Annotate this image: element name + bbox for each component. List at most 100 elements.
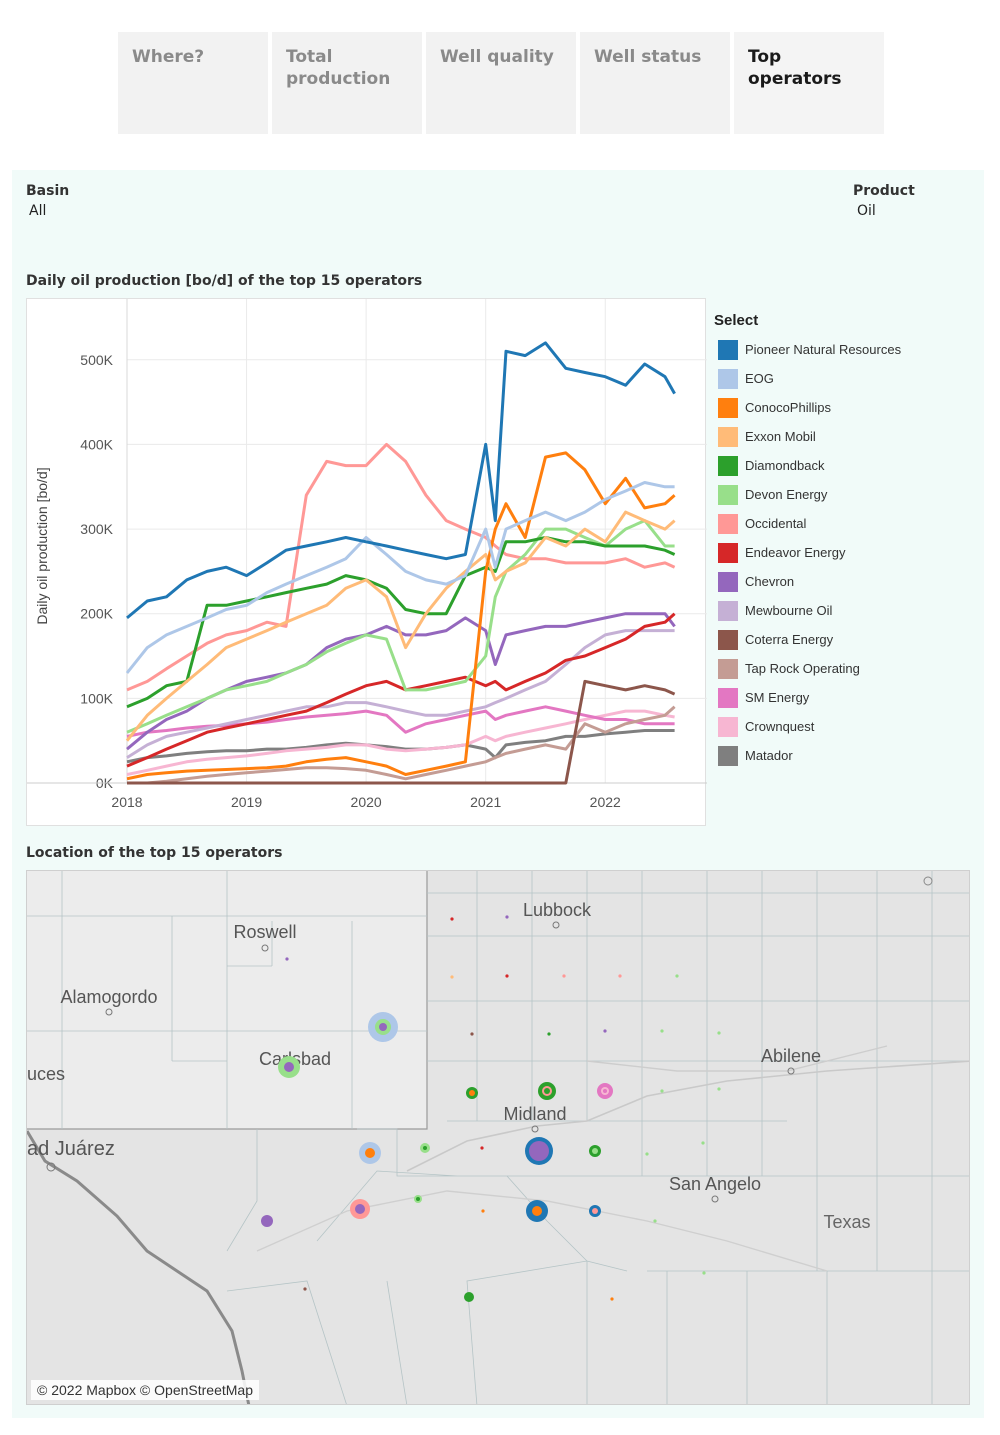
operator-bubble[interactable]: [597, 1083, 613, 1099]
legend-item[interactable]: Chevron: [714, 567, 984, 596]
legend-item[interactable]: SM Energy: [714, 683, 984, 712]
line-chart[interactable]: 0K 100K 200K 300K 400K 500K 2018 2019 2020 2021 20…: [26, 298, 707, 826]
legend-label: Chevron: [745, 574, 795, 589]
legend-item[interactable]: Crownquest: [714, 712, 984, 741]
legend-swatch: [718, 745, 738, 766]
map-label-juarez: ad Juárez: [27, 1138, 115, 1160]
operator-bubble[interactable]: [480, 1146, 484, 1150]
x-tick-label: 2018: [111, 794, 142, 810]
map-label-abilene: Abilene: [761, 1046, 821, 1066]
legend-item[interactable]: EOG: [714, 364, 984, 393]
operator-bubble[interactable]: [675, 974, 679, 978]
legend-swatch: [718, 484, 738, 505]
operator-bubble[interactable]: [547, 1032, 551, 1036]
legend-label: Occidental: [745, 516, 807, 531]
operator-bubble[interactable]: [359, 1142, 381, 1164]
series-line: [126, 341, 676, 620]
operator-bubble[interactable]: [660, 1029, 664, 1033]
legend-swatch: [718, 629, 738, 650]
operator-bubble[interactable]: [466, 1087, 478, 1099]
map-attribution: © 2022 Mapbox © OpenStreetMap: [31, 1380, 259, 1400]
series-line: [126, 536, 676, 709]
operator-bubble[interactable]: [450, 917, 454, 921]
operator-bubble[interactable]: [701, 1141, 705, 1145]
legend-item[interactable]: Exxon Mobil: [714, 422, 984, 451]
tab-total-production[interactable]: Total production: [272, 32, 422, 134]
operator-bubble[interactable]: [505, 915, 509, 919]
map-label-roswell: Roswell: [233, 922, 296, 942]
operator-bubble[interactable]: [303, 1287, 307, 1291]
legend-item[interactable]: Coterra Energy: [714, 625, 984, 654]
tab-where[interactable]: Where?: [118, 32, 268, 134]
operator-bubble[interactable]: [261, 1215, 273, 1227]
legend: Select Pioneer Natural Resources EOG Conoc…: [714, 312, 984, 770]
map-label-las-cruces: uces: [27, 1064, 65, 1084]
legend-swatch: [718, 397, 738, 418]
operator-bubble[interactable]: [450, 975, 454, 979]
operator-bubble[interactable]: [717, 1031, 721, 1035]
operator-bubble[interactable]: [350, 1199, 370, 1219]
operator-bubble[interactable]: [538, 1082, 556, 1100]
operator-bubble[interactable]: [420, 1143, 430, 1153]
legend-item[interactable]: ConocoPhillips: [714, 393, 984, 422]
legend-item[interactable]: Diamondback: [714, 451, 984, 480]
city-marker: [261, 944, 269, 952]
legend-swatch: [718, 426, 738, 447]
series-line: [126, 629, 675, 759]
series-line: [127, 679, 676, 785]
highway: [586, 1045, 888, 1072]
operator-bubble[interactable]: [645, 1152, 649, 1156]
operator-bubble[interactable]: [525, 1137, 553, 1165]
legend-item[interactable]: Devon Energy: [714, 480, 984, 509]
legend-label: EOG: [745, 371, 774, 386]
operator-bubble[interactable]: [464, 1292, 474, 1302]
city-marker: [46, 1162, 56, 1172]
product-filter-value[interactable]: Oil: [857, 203, 876, 219]
rio-grande: [27, 1130, 251, 1404]
legend-item[interactable]: Endeavor Energy: [714, 538, 984, 567]
operator-bubble[interactable]: [285, 957, 289, 961]
legend-item[interactable]: Matador: [714, 741, 984, 770]
tab-bar: Where? Total production Well quality Wel…: [118, 32, 884, 134]
operator-bubble[interactable]: [278, 1056, 300, 1078]
legend-item[interactable]: Pioneer Natural Resources: [714, 335, 984, 364]
operator-bubble[interactable]: [589, 1205, 601, 1217]
tab-well-quality[interactable]: Well quality: [426, 32, 576, 134]
operator-bubble[interactable]: [589, 1145, 601, 1157]
legend-swatch: [718, 368, 738, 389]
legend-item[interactable]: Mewbourne Oil: [714, 596, 984, 625]
legend-label: Endeavor Energy: [745, 545, 846, 560]
operator-bubble[interactable]: [618, 974, 622, 978]
legend-label: Devon Energy: [745, 487, 828, 502]
map-label-midland: Midland: [503, 1104, 566, 1124]
operator-bubble[interactable]: [505, 974, 509, 978]
legend-item[interactable]: Occidental: [714, 509, 984, 538]
operator-bubble[interactable]: [470, 1032, 474, 1036]
operator-bubble[interactable]: [481, 1209, 485, 1213]
map-svg: Lubbock Roswell Alamogordo Carlsbad Abil…: [27, 871, 969, 1404]
legend-item[interactable]: Tap Rock Operating: [714, 654, 984, 683]
operator-bubble[interactable]: [660, 1089, 664, 1093]
series-line: [126, 442, 676, 692]
tab-top-operators[interactable]: Top operators: [734, 32, 884, 134]
operator-bubble[interactable]: [603, 1029, 607, 1033]
y-axis-label: Daily oil production [bo/d]: [34, 467, 50, 624]
operator-bubble[interactable]: [368, 1012, 398, 1042]
tab-well-status[interactable]: Well status: [580, 32, 730, 134]
series-line: [125, 510, 676, 742]
operator-bubble[interactable]: [717, 1087, 721, 1091]
operator-bubble[interactable]: [414, 1195, 422, 1203]
legend-label: Coterra Energy: [745, 632, 834, 647]
operator-bubble[interactable]: [702, 1271, 706, 1275]
x-tick-label: 2021: [470, 794, 501, 810]
operator-bubble[interactable]: [526, 1200, 548, 1222]
basin-filter-value[interactable]: All: [29, 203, 47, 219]
basin-filter-label: Basin: [26, 183, 70, 199]
operator-map[interactable]: Lubbock Roswell Alamogordo Carlsbad Abil…: [26, 870, 970, 1405]
operator-bubble[interactable]: [562, 974, 566, 978]
operator-bubble[interactable]: [610, 1297, 614, 1301]
operator-bubble[interactable]: [653, 1219, 657, 1223]
series-line: [126, 709, 675, 776]
series-line: [126, 451, 676, 781]
